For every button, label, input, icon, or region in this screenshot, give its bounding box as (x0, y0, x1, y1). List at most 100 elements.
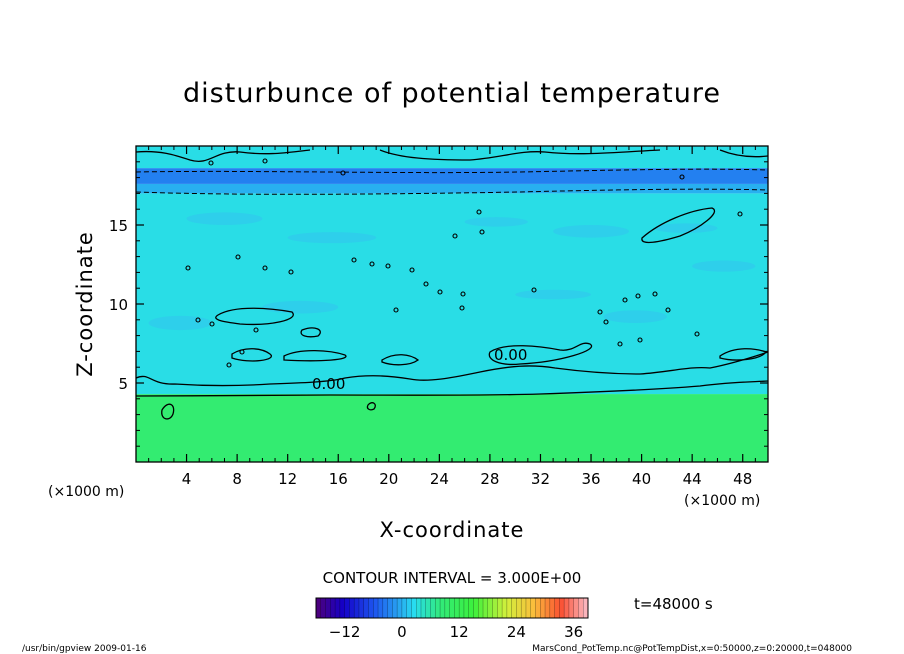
layer-band-2 (136, 183, 768, 194)
patch-2 (464, 217, 528, 227)
contour-dot-2 (262, 265, 268, 271)
colorbar-cell-27 (444, 598, 451, 618)
contour-dot-10 (460, 291, 466, 297)
colorbar-cell-21 (416, 598, 422, 618)
x-tick-label-7: 32 (531, 470, 550, 488)
colorbar-cell-37 (492, 598, 498, 618)
contour-dot-33 (262, 158, 268, 164)
colorbar-cell-7 (349, 598, 355, 618)
contour-dot-13 (597, 309, 603, 315)
colorbar-tick-label-3: 24 (507, 623, 526, 641)
colorbar-cell-35 (483, 598, 489, 618)
colorbar-cell-55 (578, 598, 584, 618)
colorbar-tick-label-1: 0 (397, 623, 407, 641)
colorbar-cell-18 (401, 598, 408, 618)
x-tick-label-11: 48 (733, 470, 752, 488)
x-tick-label-2: 12 (278, 470, 297, 488)
contour-dot-19 (737, 211, 743, 217)
colorbar-cell-25 (435, 598, 441, 618)
x-tick-label-1: 8 (232, 470, 242, 488)
plot-area (135, 146, 769, 462)
colorbar-cell-49 (549, 598, 555, 618)
colorbar-cell-46 (535, 598, 541, 618)
colorbar-cell-44 (525, 598, 532, 618)
contour-line-2 (231, 348, 273, 362)
contour-dot-6 (385, 263, 391, 269)
colorbar (315, 597, 589, 619)
contour-dot-24 (253, 327, 259, 333)
contour-line-7 (215, 307, 294, 326)
contour-dot-23 (226, 362, 232, 368)
colorbar-cell-5 (339, 598, 346, 618)
contour-dot-4 (351, 257, 357, 263)
colorbar-cell-45 (530, 598, 536, 618)
colorbar-cell-14 (382, 598, 388, 618)
x-tick-label-10: 44 (683, 470, 702, 488)
colorbar-cell-19 (406, 598, 412, 618)
y-tick-label-1: 10 (109, 296, 128, 314)
colorbar-cell-52 (564, 598, 570, 618)
contour-dot-26 (459, 305, 465, 311)
patch-1 (287, 232, 377, 244)
colorbar-cell-3 (330, 598, 336, 618)
colorbar-cell-51 (559, 598, 565, 618)
layer-band-0 (136, 394, 768, 462)
colorbar-cell-16 (392, 598, 398, 618)
contour-dot-16 (652, 291, 658, 297)
contour-line-5 (488, 342, 593, 366)
contour-dot-35 (679, 174, 685, 180)
colorbar-cell-2 (325, 598, 331, 618)
contour-dot-25 (393, 307, 399, 313)
x-axis-ticks: 4 8 12 16 20 24 28 32 36 40 44 48 (148, 146, 756, 488)
contour-dot-22 (239, 349, 245, 355)
colorbar-cell-8 (354, 598, 360, 618)
contour-dot-3 (288, 269, 294, 275)
colorbar-cell-32 (468, 598, 474, 618)
x-tick-label-9: 40 (632, 470, 651, 488)
contour-interval-text: CONTOUR INTERVAL = 3.000E+00 (323, 569, 582, 587)
colorbar-cell-38 (497, 598, 503, 618)
y-tick-label-2: 15 (109, 217, 128, 235)
colorbar-cell-23 (425, 598, 431, 618)
patch-7 (515, 289, 592, 300)
colorbar-tick-label-4: 36 (564, 623, 583, 641)
colorbar-cell-34 (478, 598, 484, 618)
contour-line-12 (641, 207, 715, 244)
contour-dot-30 (476, 209, 482, 215)
contour-line-0 (135, 351, 769, 387)
colorbar-cell-15 (387, 598, 393, 618)
x-unit-label: (×1000 m) (684, 493, 760, 509)
colorbar-cell-10 (363, 598, 369, 618)
contour-dot-34 (340, 170, 346, 176)
colorbar-cell-42 (516, 598, 522, 618)
contour-dot-31 (452, 233, 458, 239)
footer-right: MarsCond_PotTemp.nc@PotTempDist,x=0:5000… (532, 644, 852, 654)
colorbar-cell-53 (568, 598, 575, 618)
contour-dot-28 (617, 341, 623, 347)
colorbar-cell-50 (554, 598, 560, 618)
colorbar-cell-48 (545, 598, 551, 618)
contour-dot-32 (208, 160, 214, 166)
x-tick-label-0: 4 (182, 470, 192, 488)
layer-band-3 (136, 168, 768, 184)
patch-4 (654, 223, 718, 233)
colorbar-cell-36 (487, 598, 493, 618)
contour-dot-29 (637, 337, 643, 343)
x-tick-label-4: 20 (379, 470, 398, 488)
colorbar-cell-13 (378, 598, 384, 618)
y-axis-ticks: 5 10 15 (109, 161, 768, 447)
contour-dot-14 (622, 297, 628, 303)
colorbar-tick-label-0: −12 (329, 623, 361, 641)
contour-label-1: 0.00 (312, 375, 345, 393)
x-tick-label-8: 36 (581, 470, 600, 488)
contour-dot-11 (479, 229, 485, 235)
z-unit-label: (×1000 m) (48, 484, 124, 500)
colorbar-cell-30 (459, 598, 465, 618)
patch-6 (262, 300, 339, 314)
colorbar-cell-11 (368, 598, 374, 618)
contour-dot-15 (635, 293, 641, 299)
time-label: t=48000 s (634, 595, 713, 613)
contour-label-2: 0.00 (494, 346, 527, 364)
colorbar-cell-40 (506, 598, 513, 618)
y-tick-label-0: 5 (118, 375, 128, 393)
